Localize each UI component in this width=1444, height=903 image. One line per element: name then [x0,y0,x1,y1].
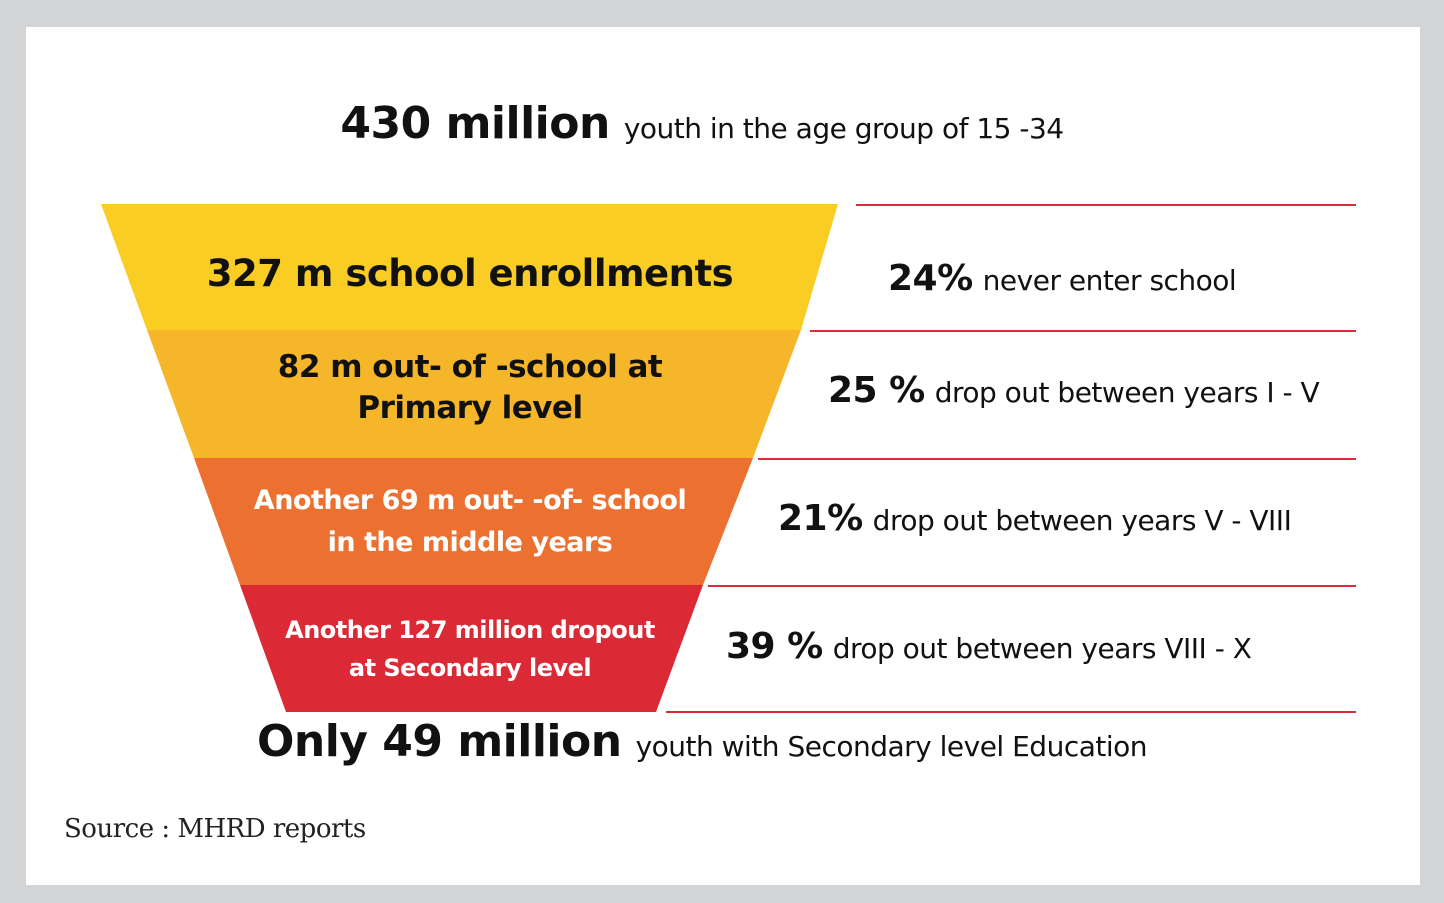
stat-description: drop out between years V - VIII [872,504,1292,537]
funnel-band-1 [101,204,838,330]
source-caption: Source : MHRD reports [64,814,366,844]
bottom-headline-number: Only 49 million [256,716,622,767]
stat-description: drop out between years VIII - X [832,632,1252,665]
divider-line [758,458,1356,460]
bottom-headline-text: youth with Secondary level Education [635,730,1148,763]
stat-percent: 39 % [726,626,823,667]
divider-line [856,204,1356,206]
funnel-band-2 [147,330,801,458]
funnel-band-4 [240,585,703,712]
funnel-band-4-label: Another 127 million dropout at Secondary… [285,616,655,683]
bottom-headline: Only 49 million youth with Secondary leve… [0,716,1444,767]
funnel-band-1-label: 327 m school enrollments [206,252,734,295]
top-headline-number: 430 million [340,98,610,149]
stat-description: drop out between years I - V [934,376,1320,409]
stat-percent: 21% [778,498,863,539]
divider-line [708,585,1356,587]
divider-line [666,711,1356,713]
stat-row-1: 24% never enter school [888,258,1237,299]
stat-row-4: 39 % drop out between years VIII - X [726,626,1252,667]
stat-row-3: 21% drop out between years V - VIII [778,498,1292,539]
stat-row-2: 25 % drop out between years I - V [828,370,1320,411]
funnel-band-2-label: 82 m out- of -school at Primary level [277,349,663,426]
stat-percent: 25 % [828,370,925,411]
divider-line [810,330,1356,332]
funnel-band-3 [194,458,753,585]
funnel-band-3-label: Another 69 m out- -of- school in the mid… [253,485,687,558]
stat-percent: 24% [888,258,973,299]
top-headline-text: youth in the age group of 15 -34 [623,112,1064,145]
top-headline: 430 million youth in the age group of 15 … [0,98,1444,149]
stat-description: never enter school [982,264,1237,297]
